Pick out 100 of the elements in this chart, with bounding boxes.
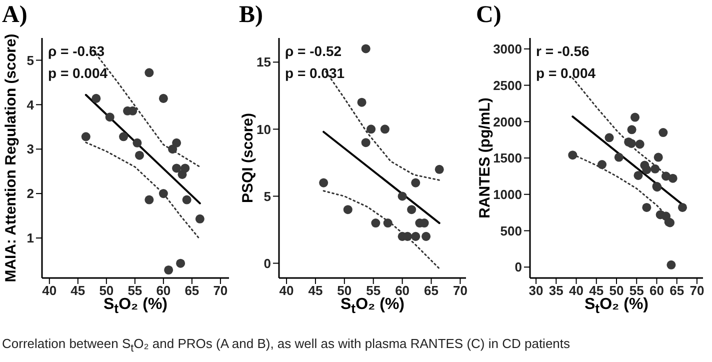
point [654,152,663,162]
chart-title: B) [239,2,263,29]
point [195,214,204,224]
point [411,232,420,241]
text: Correlation between S$_{t}$O₂ and PROs (A and B), as well as with plasma RANTES (C) in CD patients [2,336,570,355]
point [380,124,390,134]
annotation: ρ = -0.52 [285,42,343,61]
point [105,112,114,122]
point [398,192,407,201]
x-tick-label: 65 [184,283,200,298]
point [650,164,660,174]
x-tick-label: 45 [589,283,604,298]
point [634,170,643,180]
x-tick-label: 60 [650,283,664,298]
point [668,174,678,183]
point [642,202,652,212]
x-tick-label: 70 [690,283,704,298]
point [635,140,644,149]
x-tick-label: 40 [569,283,584,298]
point [158,94,168,103]
point [383,218,392,228]
y-tick-label: 2500 [493,78,522,93]
x-tick-label: 50 [609,283,624,298]
x-axis-title: S$_{t}$O₂ (%) [103,296,168,316]
y-tick-label: 3 [26,142,34,157]
y-tick-label: 1000 [493,186,522,202]
point [434,164,444,174]
y-tick-label: 2000 [493,114,522,130]
annotation: p = 0.031 [285,64,345,83]
point [172,138,182,148]
point [598,160,607,170]
chart-title: C) [476,2,502,29]
point [158,189,168,198]
point [357,98,366,107]
y-tick-label: 0 [264,256,271,271]
x-tick-label: 55 [629,283,644,298]
annotation: r = -0.56 [536,42,590,61]
x-tick-label: 70 [452,283,468,298]
point [642,165,652,174]
annotation: ρ = -0.63 [48,42,106,61]
point [81,132,90,142]
x-tick-label: 70 [213,283,228,298]
point [319,178,328,188]
x-tick-label: 30 [528,283,544,298]
point [678,202,687,212]
y-axis-title: RANTES (pg/mL) [476,98,494,218]
y-tick-label: 1500 [493,150,522,166]
y-tick-label: 0 [514,260,522,275]
x-axis-title: S$_{t}$O₂ (%) [340,296,404,316]
point [164,265,174,275]
point [182,195,192,204]
y-axis-title: MAIA: Attention Regulation (score) [2,34,20,282]
x-tick-label: 45 [308,283,323,298]
line-series [322,190,440,270]
point [626,138,636,148]
y-axis-title: PSQI (score) [240,112,256,204]
x-axis-title: S$_{t}$O₂ (%) [584,296,648,316]
x-tick-label: 40 [42,283,57,298]
x-tick-label: 65 [424,283,438,298]
point [407,205,416,214]
x-tick-label: 45 [70,283,86,298]
y-tick-label: 3000 [493,42,522,57]
x-tick-label: 35 [548,283,564,298]
point [180,164,190,173]
point [132,138,142,148]
point [411,178,420,188]
x-tick-label: 50 [99,283,114,298]
point [343,205,352,214]
x-tick-label: 65 [670,283,684,298]
point [361,44,370,54]
point [176,258,186,268]
x-tick-label: 60 [156,283,171,298]
point [627,125,636,134]
y-tick-label: 4 [26,97,35,112]
y-tick-label: 10 [256,122,271,137]
point [614,152,624,162]
point [361,138,370,148]
point [134,150,144,160]
x-tick-label: 50 [337,283,352,298]
x-tick-label: 60 [395,283,410,298]
point [92,94,101,103]
point [366,124,376,134]
y-tick-label: 1 [26,230,34,246]
point [604,133,614,142]
x-tick-label: 55 [366,283,381,298]
x-tick-label: 55 [128,283,142,298]
point [144,68,154,78]
point [568,150,578,160]
point [658,128,668,138]
y-tick-label: 15 [256,54,271,70]
point [168,144,178,154]
y-tick-label: 5 [26,52,34,68]
point [666,260,676,270]
annotation: p = 0.004 [536,64,596,83]
point [422,232,431,241]
x-tick-label: 40 [279,283,294,298]
y-tick-label: 5 [264,188,271,204]
y-tick-label: 2 [26,186,34,202]
point [172,164,182,173]
point [630,112,640,122]
